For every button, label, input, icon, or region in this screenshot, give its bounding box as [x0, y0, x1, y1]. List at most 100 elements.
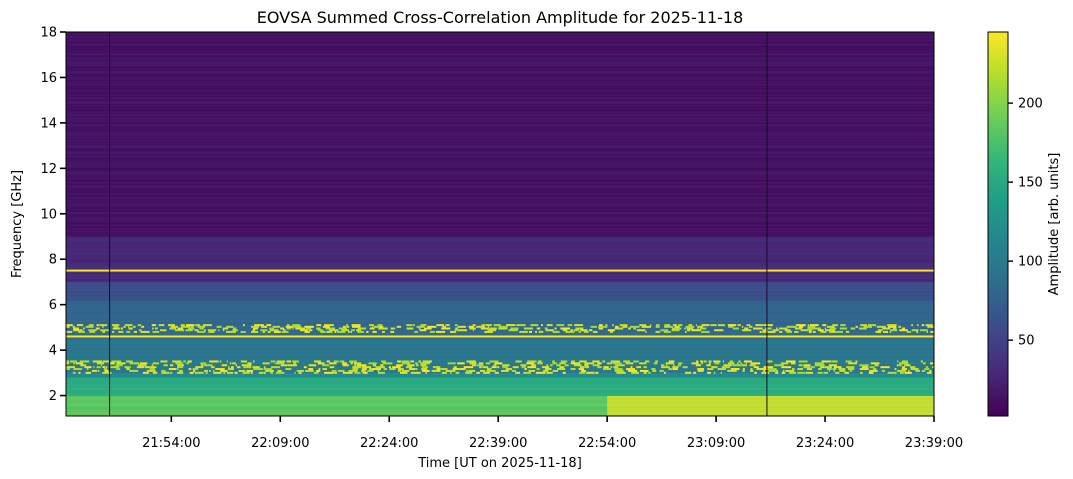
rfi-segment: [66, 325, 70, 328]
heatmap-row: [66, 345, 934, 348]
rfi-segment: [860, 324, 867, 327]
rfi-segment: [252, 327, 259, 330]
rfi-segment: [559, 362, 566, 365]
rfi-segment: [916, 330, 919, 333]
heatmap-row: [66, 252, 934, 254]
heatmap-row: [66, 246, 934, 249]
rfi-segment: [146, 369, 156, 372]
rfi-segment: [790, 362, 796, 365]
rfi-segment: [486, 368, 492, 371]
rfi-segment: [537, 362, 543, 365]
rfi-segment: [759, 330, 762, 333]
heatmap-row: [66, 193, 934, 195]
rfi-segment: [236, 366, 241, 369]
rfi-segment: [351, 324, 361, 327]
heatmap-row: [66, 278, 934, 281]
heatmap-row: [66, 280, 934, 283]
heatmap-row: [66, 253, 934, 256]
rfi-segment: [848, 362, 858, 365]
rfi-segment: [746, 324, 751, 327]
rfi-segment: [695, 324, 697, 327]
rfi-segment: [607, 329, 615, 332]
heatmap-row: [66, 295, 934, 298]
heatmap-row: [66, 386, 934, 388]
rfi-segment: [925, 366, 929, 369]
heatmap-row: [66, 33, 934, 35]
rfi-segment: [213, 371, 222, 374]
rfi-segment: [922, 362, 926, 365]
rfi-segment: [191, 325, 194, 328]
rfi-segment: [526, 362, 535, 365]
rfi-segment: [538, 360, 542, 363]
rfi-segment: [579, 366, 585, 369]
rfi-segment: [200, 362, 207, 365]
heatmap-row-late: [607, 413, 934, 416]
rfi-segment: [845, 330, 850, 333]
rfi-segment: [552, 330, 560, 333]
heatmap-row: [66, 181, 934, 184]
rfi-segment: [639, 369, 649, 372]
rfi-segment: [700, 360, 704, 363]
rfi-segment: [693, 371, 697, 374]
heatmap-row: [66, 39, 934, 42]
rfi-segment: [381, 360, 386, 363]
rfi-segment: [133, 330, 138, 333]
rfi-segment: [627, 369, 638, 372]
heatmap-row: [66, 71, 934, 74]
heatmap-row: [66, 381, 934, 384]
rfi-segment: [334, 330, 337, 333]
heatmap-row: [66, 110, 934, 112]
rfi-segment: [565, 330, 575, 333]
rfi-segment: [123, 325, 126, 328]
rfi-segment: [602, 360, 606, 363]
rfi-segment: [906, 330, 912, 333]
rfi-segment: [812, 330, 816, 333]
heatmap-row: [66, 396, 934, 399]
heatmap-row: [66, 155, 934, 158]
rfi-segment: [194, 329, 199, 332]
rfi-segment: [177, 368, 179, 371]
rfi-segment: [554, 327, 557, 330]
rfi-segment: [899, 329, 908, 332]
rfi-segment: [768, 369, 779, 372]
rfi-segment: [287, 364, 297, 367]
rfi-segment: [177, 327, 184, 330]
rfi-segment: [380, 364, 384, 367]
heatmap-row: [66, 209, 934, 211]
rfi-segment: [814, 362, 824, 365]
rfi-segment: [530, 324, 539, 327]
rfi-segment: [562, 329, 568, 332]
rfi-segment: [536, 327, 541, 330]
rfi-segment: [855, 325, 858, 328]
rfi-segment: [756, 368, 767, 371]
rfi-segment: [486, 369, 496, 372]
rfi-line: [66, 335, 934, 338]
rfi-segment: [711, 366, 718, 369]
heatmap-row: [66, 376, 934, 378]
rfi-segment: [535, 371, 546, 374]
rfi-segment: [149, 368, 155, 371]
rfi-segment: [762, 330, 767, 333]
rfi-segment: [228, 368, 235, 371]
heatmap-row: [66, 61, 934, 64]
heatmap-row: [66, 76, 934, 78]
heatmap-row: [66, 34, 934, 36]
rfi-segment: [798, 364, 803, 367]
rfi-segment: [129, 366, 131, 369]
heatmap-row: [66, 204, 934, 207]
rfi-segment: [234, 371, 238, 374]
rfi-segment: [598, 327, 604, 330]
rfi-segment: [277, 369, 282, 372]
heatmap-row: [66, 409, 934, 411]
heatmap-row: [66, 272, 934, 275]
rfi-segment: [88, 324, 94, 327]
rfi-segment: [656, 324, 660, 327]
rfi-segment: [194, 371, 204, 374]
heatmap-row: [66, 79, 934, 82]
rfi-segment: [199, 327, 204, 330]
colorbar-tick-label: 150: [1018, 176, 1043, 191]
rfi-segment: [388, 366, 391, 369]
rfi-segment: [226, 360, 228, 363]
rfi-segment: [559, 366, 565, 369]
heatmap-row: [66, 301, 934, 303]
